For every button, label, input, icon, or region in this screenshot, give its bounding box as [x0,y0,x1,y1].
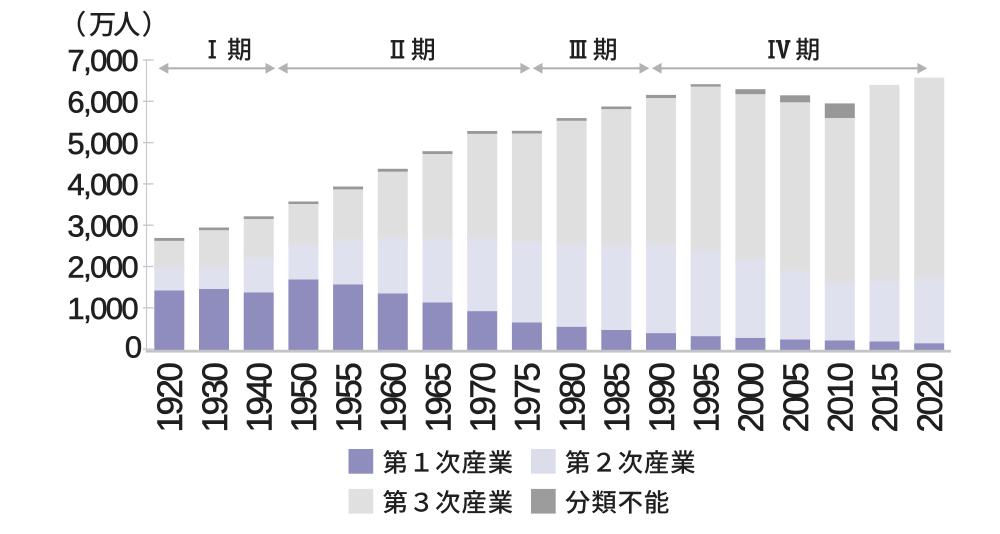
svg-text:2005: 2005 [777,364,816,433]
svg-text:1940: 1940 [241,363,280,433]
svg-text:1960: 1960 [375,363,414,433]
svg-text:2010: 2010 [822,363,861,433]
svg-text:2015: 2015 [866,364,905,433]
svg-text:1980: 1980 [553,363,592,433]
svg-text:6,000: 6,000 [67,85,138,120]
svg-text:0: 0 [125,329,142,364]
svg-text:2020: 2020 [911,363,950,433]
svg-text:1955: 1955 [330,364,369,433]
svg-text:1930: 1930 [196,363,235,433]
svg-text:5,000: 5,000 [67,126,138,161]
svg-text:2,000: 2,000 [67,250,138,285]
svg-text:1920: 1920 [151,363,190,433]
svg-text:1985: 1985 [598,364,637,433]
svg-text:1,000: 1,000 [67,291,138,326]
svg-text:1975: 1975 [509,364,548,433]
svg-text:4,000: 4,000 [67,167,138,202]
svg-text:7,000: 7,000 [67,43,138,78]
svg-text:1965: 1965 [419,364,458,433]
svg-text:1950: 1950 [285,363,324,433]
svg-text:1970: 1970 [464,363,503,433]
svg-text:1995: 1995 [688,364,727,433]
svg-text:3,000: 3,000 [67,208,138,243]
svg-text:1990: 1990 [643,363,682,433]
svg-text:2000: 2000 [732,363,771,433]
